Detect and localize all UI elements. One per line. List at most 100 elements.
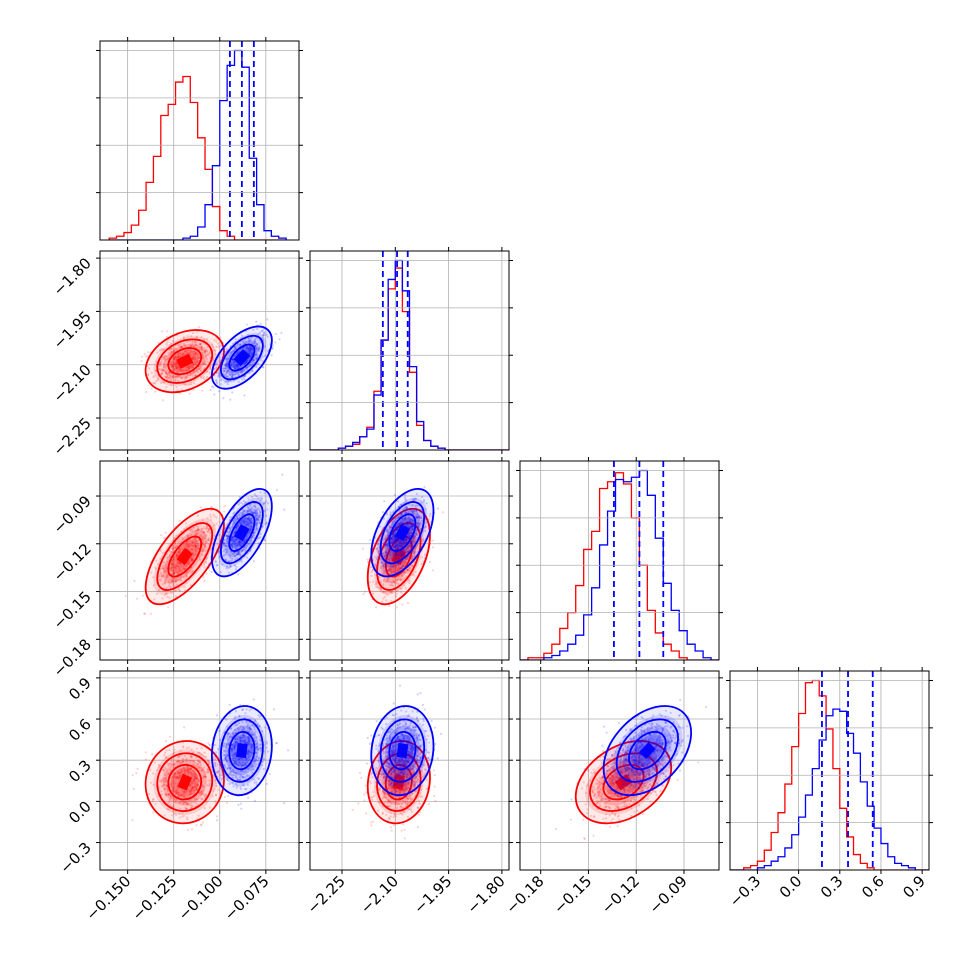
scatter-point: [215, 366, 218, 370]
scatter-point: [405, 499, 408, 502]
scatter-point: [219, 379, 223, 382]
scatter-point: [245, 323, 248, 326]
scatter-point: [275, 488, 278, 492]
scatter-point: [174, 379, 177, 382]
scatter-point: [235, 514, 238, 518]
scatter-point: [258, 513, 261, 517]
scatter-point: [194, 362, 197, 365]
scatter-point: [211, 345, 214, 348]
scatter-point: [257, 333, 260, 336]
scatter-point: [382, 553, 385, 556]
scatter-point: [185, 544, 188, 547]
scatter-point: [201, 355, 204, 358]
scatter-point: [411, 565, 414, 568]
scatter-point: [250, 517, 253, 520]
scatter-point: [395, 526, 398, 529]
scatter-point: [210, 570, 213, 574]
scatter-point: [258, 514, 261, 517]
scatter-point: [419, 522, 422, 525]
scatter-panel-2-0: −0.18−0.15−0.12−0.09: [50, 457, 303, 681]
scatter-point: [392, 535, 396, 538]
scatter-point: [218, 555, 221, 558]
scatter-point: [239, 544, 242, 548]
scatter-point: [172, 556, 176, 559]
scatter-point: [247, 337, 251, 341]
scatter-point: [253, 493, 257, 496]
scatter-point: [236, 518, 239, 521]
scatter-point: [186, 340, 189, 343]
scatter-point: [176, 544, 179, 548]
scatter-point: [385, 540, 388, 543]
scatter-point: [164, 740, 168, 743]
scatter-point: [230, 376, 233, 379]
scatter-point: [224, 559, 227, 562]
scatter-point: [161, 597, 164, 600]
scatter-point: [410, 525, 413, 528]
scatter-point: [395, 582, 398, 585]
scatter-point: [424, 525, 427, 528]
scatter-point: [404, 547, 408, 550]
scatter-point: [217, 390, 221, 393]
scatter-point: [236, 364, 239, 367]
scatter-point: [200, 533, 203, 536]
scatter-point: [214, 559, 217, 562]
density-contour: [228, 513, 256, 552]
scatter-point: [187, 368, 191, 371]
scatter-point: [215, 378, 218, 382]
scatter-point: [194, 549, 198, 552]
scatter-point: [209, 548, 213, 551]
scatter-point: [174, 365, 177, 368]
scatter-point: [410, 510, 413, 513]
scatter-point: [418, 522, 421, 525]
scatter-point: [174, 356, 177, 359]
scatter-point: [390, 599, 393, 603]
scatter-point: [196, 528, 199, 531]
scatter-point: [400, 541, 404, 545]
scatter-point: [248, 346, 251, 349]
scatter-point: [190, 559, 194, 562]
scatter-point: [174, 546, 177, 549]
scatter-point: [274, 341, 277, 344]
scatter-point: [404, 539, 408, 542]
scatter-point: [203, 566, 206, 569]
scatter-point: [236, 344, 239, 347]
scatter-point: [231, 547, 234, 550]
scatter-point: [187, 562, 190, 565]
scatter-point: [385, 564, 388, 567]
scatter-point: [192, 538, 195, 541]
scatter-point: [201, 530, 205, 534]
scatter-point: [159, 557, 162, 561]
scatter-point: [250, 517, 253, 520]
scatter-point: [256, 514, 259, 517]
scatter-point: [184, 369, 188, 372]
scatter-point: [281, 473, 284, 476]
scatter-point: [178, 589, 182, 593]
scatter-point: [226, 537, 230, 540]
scatter-point: [176, 554, 179, 557]
scatter-point: [225, 534, 228, 537]
scatter-point: [254, 510, 257, 514]
scatter-point: [184, 567, 187, 571]
scatter-point: [203, 579, 206, 583]
scatter-point: [250, 525, 254, 528]
scatter-point: [186, 545, 189, 548]
scatter-point: [202, 531, 205, 535]
scatter-point: [244, 519, 247, 523]
scatter-point: [144, 355, 147, 358]
scatter-point: [389, 541, 393, 545]
scatter-point: [413, 550, 416, 554]
scatter-point: [254, 347, 258, 350]
scatter-point: [190, 559, 193, 562]
scatter-point: [385, 551, 388, 554]
scatter-point: [242, 520, 245, 524]
scatter-point: [234, 558, 237, 561]
scatter-point: [183, 383, 186, 386]
scatter-point: [183, 585, 186, 589]
scatter-point: [222, 370, 226, 373]
scatter-point: [234, 364, 237, 368]
scatter-point: [194, 354, 197, 358]
scatter-point: [194, 544, 197, 548]
scatter-point: [240, 369, 243, 372]
scatter-point: [172, 571, 176, 574]
scatter-point: [194, 374, 197, 377]
